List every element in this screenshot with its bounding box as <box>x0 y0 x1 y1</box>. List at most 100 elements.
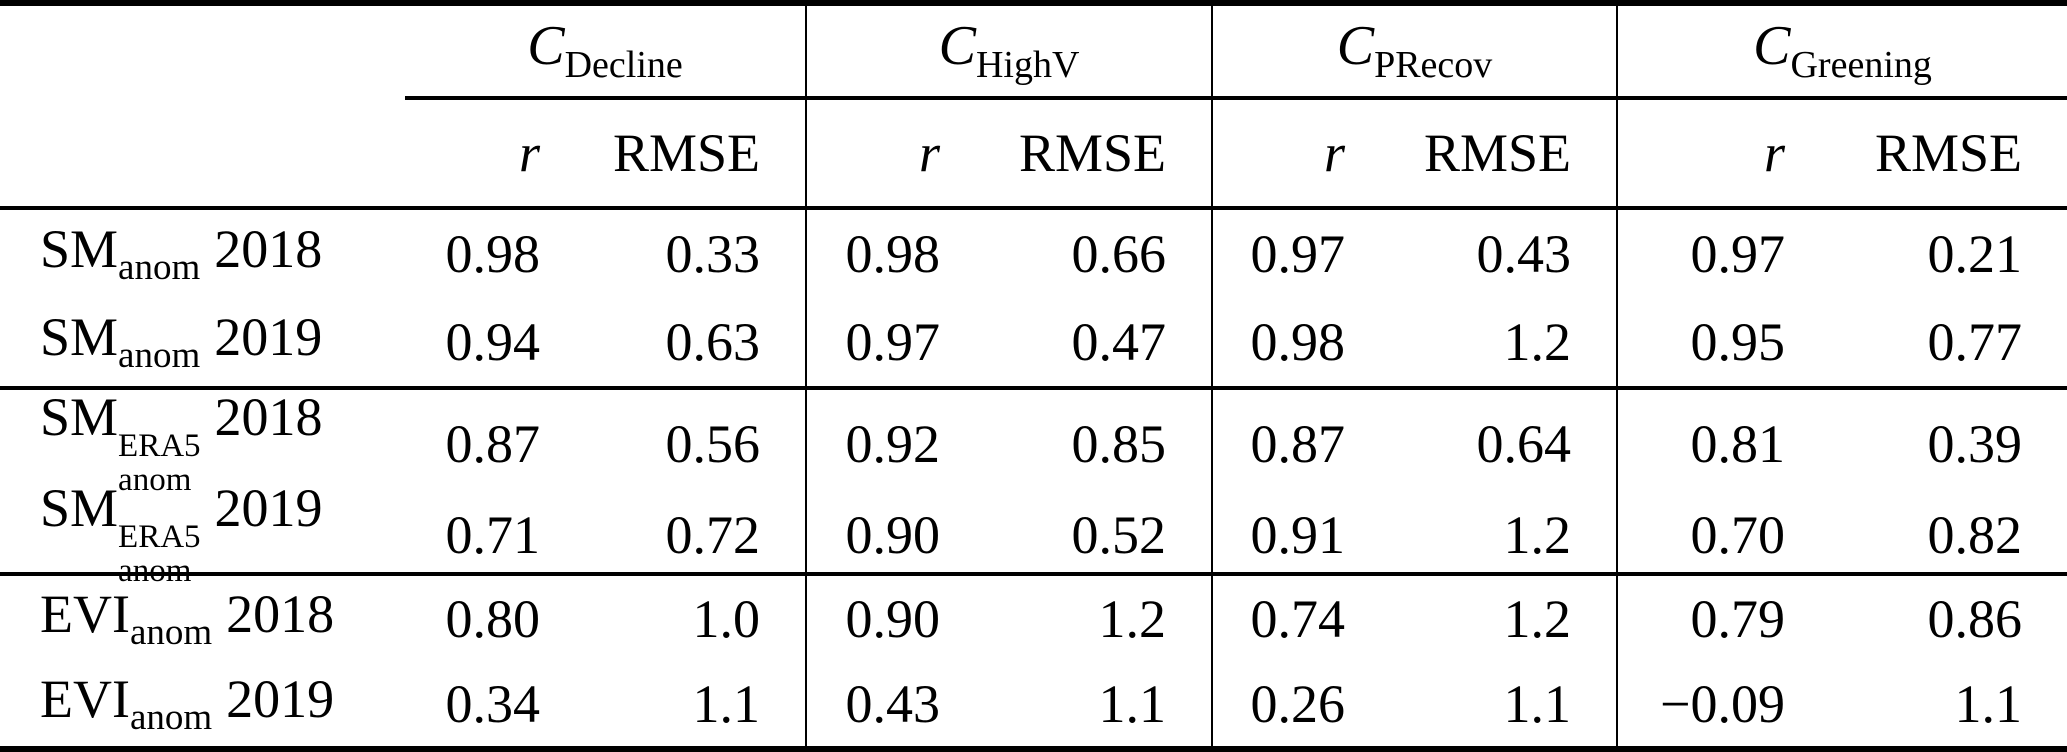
cell-precov-rmse: 1.2 <box>1390 576 1618 661</box>
cell-decline-r: 0.94 <box>445 312 541 372</box>
cell-greening-r: 0.95 <box>1690 312 1786 372</box>
row-label: SManom 2019 <box>0 298 405 386</box>
row-label-subscript: anom <box>129 696 213 738</box>
row-label: SM ERA5 anom 2019 <box>0 481 405 588</box>
table-row-sm-anom-2019: SManom 2019 0.94 0.63 0.97 0.47 0.98 1.2 … <box>0 298 2067 386</box>
cell-precov-r: 0.87 <box>1250 413 1346 474</box>
row-label-text: EVIanom 2019 <box>40 672 334 736</box>
subheader-highv-rmse: RMSE <box>985 100 1213 206</box>
corner-empty-cell <box>0 6 405 96</box>
cell-decline-rmse: 0.33 <box>585 210 807 298</box>
group-header-highv: CHighV <box>807 6 1213 96</box>
row-label-base: SM <box>40 219 119 279</box>
table-row-evi-2018: EVIanom 2018 0.80 1.0 0.90 1.2 0.74 1.2 0… <box>0 576 2067 661</box>
row-label-text: EVIanom 2018 <box>40 587 334 651</box>
row-label-subscript: anom <box>118 247 201 288</box>
group-header-label: CDecline <box>527 15 683 86</box>
row-label: EVIanom 2019 <box>0 661 405 746</box>
cell-greening-rmse: 0.86 <box>1927 588 2023 649</box>
row-label-text: SM ERA5 anom 2019 <box>40 481 323 588</box>
row-label-base: SM <box>40 478 119 538</box>
subheader-decline-r: r <box>518 123 540 183</box>
row-label-text: SManom 2018 <box>40 222 322 286</box>
cell-precov-r: 0.98 <box>1250 312 1346 372</box>
cell-decline-rmse: 0.63 <box>585 298 807 386</box>
row-label-supsub: ERA5 anom <box>118 519 201 589</box>
row-label: EVIanom 2018 <box>0 576 405 661</box>
group-header-greening: CGreening <box>1618 6 2067 96</box>
cell-greening-r: 0.81 <box>1690 413 1786 474</box>
subheader-decline-rmse: RMSE <box>585 100 807 206</box>
section-rule <box>0 572 2067 576</box>
row-label-subscript: anom <box>118 552 192 589</box>
cell-highv-r: 0.92 <box>845 413 941 474</box>
cell-precov-r: 0.74 <box>1250 588 1346 649</box>
row-label-year: 2018 <box>214 219 323 279</box>
cell-greening-rmse: 0.21 <box>1927 224 2023 284</box>
cell-precov-rmse: 1.2 <box>1390 298 1618 386</box>
cell-precov-r: 0.97 <box>1250 224 1346 284</box>
group-header-decline: CDecline <box>405 6 807 96</box>
row-label-year: 2019 <box>214 307 323 367</box>
section-sm-anom: SManom 2018 0.98 0.33 0.98 0.66 0.97 0.43… <box>0 210 2067 386</box>
cell-greening-r: 0.79 <box>1690 588 1786 649</box>
row-label-text: SManom 2019 <box>40 310 322 374</box>
section-evi-anom: EVIanom 2018 0.80 1.0 0.90 1.2 0.74 1.2 0… <box>0 576 2067 746</box>
section-rule <box>0 386 2067 390</box>
row-label-year: 2019 <box>214 478 323 538</box>
cell-precov-rmse: 0.64 <box>1390 390 1618 498</box>
table-row-sm-era5-2018: SM ERA5 anom 2018 0.87 0.56 0.92 0.85 0.87 … <box>0 390 2067 498</box>
subheader-greening-rmse: RMSE <box>1874 123 2022 183</box>
cell-greening-rmse: 1.1 <box>1954 673 2023 734</box>
cell-greening-rmse: 0.77 <box>1927 312 2023 372</box>
cell-highv-rmse: 0.85 <box>985 390 1213 498</box>
row-label: SManom 2018 <box>0 210 405 298</box>
header-midrule <box>405 96 2067 100</box>
row-label-superscript: ERA5 <box>118 519 201 555</box>
row-label-supsub: ERA5 anom <box>118 428 201 497</box>
subheader-highv-r: r <box>918 123 940 183</box>
cell-decline-r: 0.71 <box>445 504 541 565</box>
cell-precov-r: 0.26 <box>1250 673 1346 734</box>
cell-precov-rmse: 1.1 <box>1390 661 1618 746</box>
cell-highv-rmse: 0.66 <box>985 210 1213 298</box>
row-label-text: SM ERA5 anom 2018 <box>40 390 323 497</box>
row-label-subscript: anom <box>129 611 213 653</box>
table-bottom-rule <box>0 746 2067 752</box>
cell-precov-rmse: 0.43 <box>1390 210 1618 298</box>
cell-precov-rmse: 1.2 <box>1390 481 1618 589</box>
row-label-base: SM <box>40 387 119 447</box>
cell-highv-r: 0.90 <box>845 504 941 565</box>
row-label-year: 2019 <box>226 668 335 729</box>
cell-decline-r: 0.34 <box>445 673 541 734</box>
cell-decline-rmse: 0.56 <box>585 390 807 498</box>
cell-greening-r: 0.97 <box>1690 224 1786 284</box>
cell-greening-r: −0.09 <box>1660 673 1785 734</box>
corner-empty-cell <box>0 100 405 206</box>
cell-decline-rmse: 1.1 <box>585 661 807 746</box>
row-label-subscript: anom <box>118 335 201 376</box>
cell-highv-r: 0.98 <box>845 224 941 284</box>
subheader-precov-r: r <box>1323 123 1345 183</box>
row-label-year: 2018 <box>214 387 323 447</box>
cell-highv-r: 0.97 <box>845 312 941 372</box>
cell-highv-r: 0.90 <box>845 588 941 649</box>
table-row-sm-anom-2018: SManom 2018 0.98 0.33 0.98 0.66 0.97 0.43… <box>0 210 2067 298</box>
subheader-precov-rmse: RMSE <box>1390 100 1618 206</box>
table-top-rule <box>0 0 2067 6</box>
cell-greening-rmse: 0.39 <box>1927 413 2023 474</box>
row-label-superscript: ERA5 <box>118 428 201 464</box>
cell-highv-r: 0.43 <box>845 673 941 734</box>
section-sm-era5-anom: SM ERA5 anom 2018 0.87 0.56 0.92 0.85 0.87 … <box>0 390 2067 589</box>
cell-decline-r: 0.98 <box>445 224 541 284</box>
header-midrule-row <box>0 96 2067 100</box>
row-label-base: EVI <box>40 583 130 644</box>
cell-greening-rmse: 0.82 <box>1927 504 2023 565</box>
cell-decline-r: 0.87 <box>445 413 541 474</box>
cell-highv-rmse: 0.52 <box>985 481 1213 589</box>
group-header-precov: CPRecov <box>1213 6 1618 96</box>
cell-decline-r: 0.80 <box>445 588 541 649</box>
cell-precov-r: 0.91 <box>1250 504 1346 565</box>
group-header-label: CHighV <box>938 15 1080 86</box>
